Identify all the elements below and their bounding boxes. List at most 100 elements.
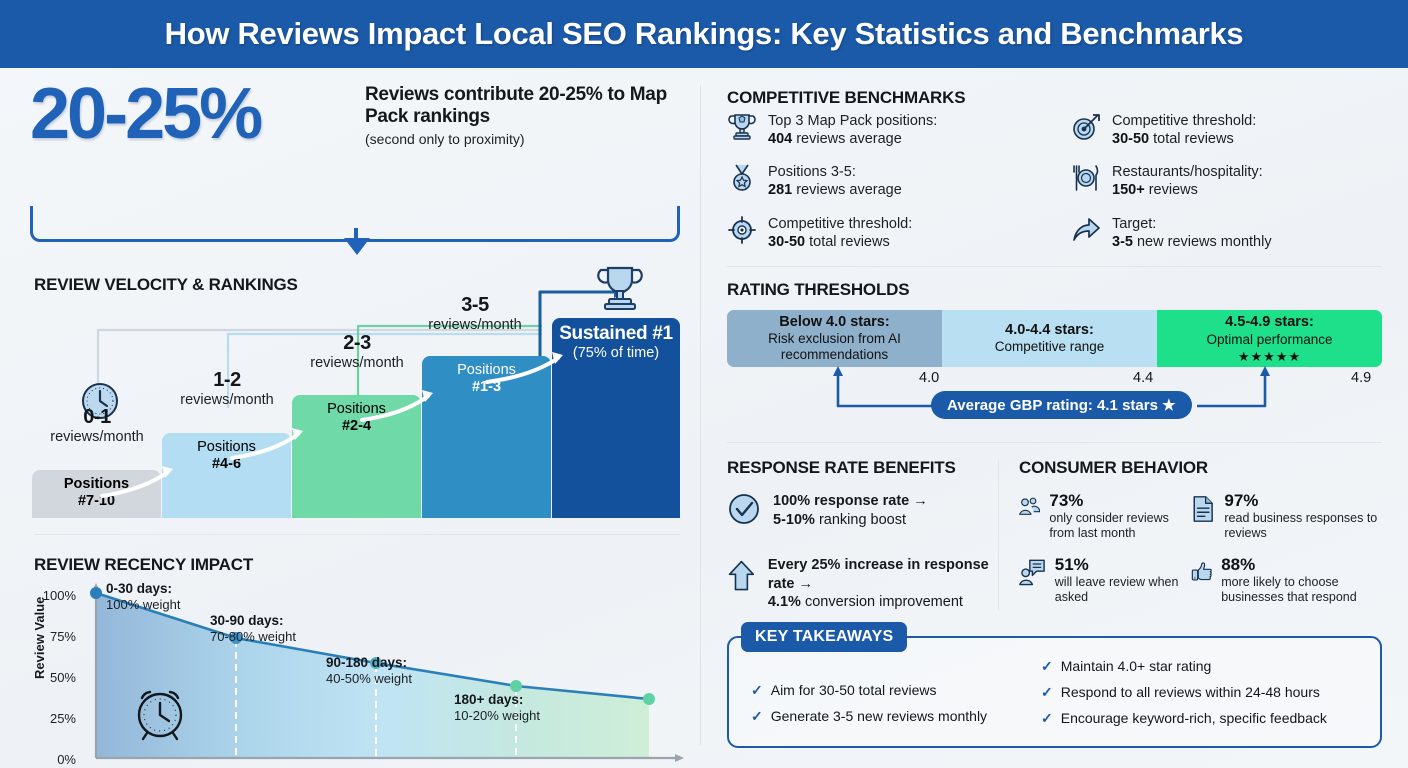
check-icon: ✓	[1041, 684, 1053, 700]
response-rest: conversion improvement	[800, 594, 963, 611]
rating-threshold-bar: Below 4.0 stars: Risk exclusion from AI …	[727, 310, 1382, 367]
check-icon: ✓	[751, 708, 763, 724]
hero-line1: Reviews contribute 20-25% to Map Pack ra…	[365, 84, 667, 128]
consumer-pct: 97%	[1224, 491, 1259, 510]
takeaway-text: Respond to all reviews within 24-48 hour…	[1060, 684, 1320, 700]
step-head-1: 1-2 reviews/month	[152, 369, 302, 408]
crosshair-icon	[728, 215, 756, 244]
step-pos-2: Positions #2-4	[327, 401, 386, 435]
step-head-3: 3-5 reviews/month	[400, 294, 550, 333]
check-icon: ✓	[1041, 658, 1053, 674]
benchmark-value: 30-50	[768, 233, 806, 250]
takeaway-text: Maintain 4.0+ star rating	[1060, 658, 1212, 674]
benchmark-text: Target: 3-5 new reviews monthly	[1112, 215, 1272, 251]
pt-title-1: 30-90 days:	[210, 613, 284, 628]
step-arrows	[100, 352, 563, 498]
point-annotation-2: 90-180 days: 40-50% weight	[326, 655, 412, 687]
response-title: RESPONSE RATE BENEFITS	[727, 458, 956, 477]
benchmark-value: 3-5	[1112, 233, 1133, 250]
people-icon	[1019, 497, 1041, 515]
response-item: Every 25% increase in response rate → 4.…	[727, 556, 997, 613]
pt-title-3: 180+ days:	[454, 692, 524, 707]
y-tick-0: 0%	[57, 752, 76, 767]
consumer-item-0: 73% only consider reviews from last mont…	[1019, 491, 1189, 542]
column-divider	[700, 85, 701, 745]
benchmarks-right-list: Competitive threshold: 30-50 total revie…	[1071, 112, 1391, 251]
response-list: 100% response rate → 5-10% ranking boost…	[727, 492, 997, 612]
rating-seg-desc-1: Competitive range	[994, 339, 1105, 355]
pt-detail-2: 40-50% weight	[326, 671, 412, 687]
takeaway-item: ✓ Respond to all reviews within 24-48 ho…	[1041, 684, 1371, 701]
bracket-stem	[354, 228, 358, 242]
takeaways-right-list: ✓ Maintain 4.0+ star rating ✓ Respond to…	[1041, 658, 1371, 727]
rating-segment-0: Below 4.0 stars: Risk exclusion from AI …	[727, 310, 942, 367]
key-takeaways-badge: KEY TAKEAWAYS	[741, 622, 908, 652]
benchmark-item: Positions 3-5: 281 reviews average	[727, 163, 1027, 199]
benchmark-rest: new reviews monthly	[1132, 233, 1272, 250]
step-unit-0: reviews/month	[50, 429, 144, 445]
sustained-title: Sustained #1	[559, 323, 673, 344]
takeaway-text: Encourage keyword-rich, specific feedbac…	[1060, 710, 1327, 726]
up-arrow-icon	[728, 560, 755, 591]
step-pos-label-2: Positions	[327, 401, 386, 417]
consumer-item-3: 88% more likely to choose businesses tha…	[1191, 555, 1391, 606]
consumer-item-2: 51% will leave review when asked	[1019, 555, 1189, 606]
step-unit-2: reviews/month	[310, 355, 404, 371]
rating-seg-desc-2: Optimal performance	[1206, 331, 1333, 347]
benchmark-item: Target: 3-5 new reviews monthly	[1071, 215, 1391, 251]
rating-segment-1: 4.0-4.4 stars: Competitive range	[942, 310, 1157, 367]
benchmark-rest: reviews average	[792, 182, 902, 199]
rating-title: RATING THRESHOLDS	[727, 280, 910, 299]
step-pos-label-3: Positions	[457, 362, 516, 378]
check-icon: ✓	[1041, 710, 1053, 726]
benchmarks-left-list: Top 3 Map Pack positions: 404 reviews av…	[727, 112, 1027, 251]
rating-seg-title-2: 4.5-4.9 stars:	[1225, 314, 1314, 331]
consumer-desc: only consider reviews from last month	[1049, 510, 1169, 541]
benchmark-text: Restaurants/hospitality: 150+ reviews	[1112, 163, 1263, 199]
step-rate-0: 0-1	[83, 406, 111, 428]
cutlery-icon	[1073, 165, 1099, 192]
benchmark-text: Competitive threshold: 30-50 total revie…	[768, 215, 912, 251]
alarm-clock-icon	[137, 690, 183, 741]
hero-text: Reviews contribute 20-25% to Map Pack ra…	[365, 84, 685, 147]
response-rest: ranking boost	[814, 511, 907, 528]
consumer-pct: 51%	[1054, 555, 1089, 574]
trophy-icon	[597, 266, 643, 310]
right-column: COMPETITIVE BENCHMARKS Top 3 Map Pack po…	[701, 68, 1408, 768]
step-pos-label-0: Positions	[63, 476, 130, 492]
check-icon: ✓	[751, 682, 763, 698]
hero-line2: (second only to proximity)	[365, 131, 525, 148]
benchmark-value: 281	[768, 182, 793, 199]
trophy-icon	[728, 114, 756, 140]
rating-stars: ★★★★★	[1237, 348, 1302, 364]
pt-detail-3: 10-20% weight	[454, 708, 540, 724]
benchmark-item: Top 3 Map Pack positions: 404 reviews av…	[727, 112, 1027, 148]
pt-title-0: 0-30 days:	[106, 581, 173, 596]
takeaway-item: ✓ Aim for 30-50 total reviews	[751, 682, 1051, 699]
benchmark-value: 150+	[1112, 182, 1145, 199]
response-value: 5-10%	[773, 511, 815, 528]
rating-seg-desc-0: Risk exclusion from AI recommendations	[768, 331, 901, 363]
benchmark-item: Competitive threshold: 30-50 total revie…	[1071, 112, 1391, 148]
takeaway-item: ✓ Maintain 4.0+ star rating	[1041, 658, 1371, 675]
sep-1	[727, 266, 1382, 267]
key-takeaways-panel: KEY TAKEAWAYS ✓ Aim for 30-50 total revi…	[727, 622, 1382, 748]
benchmark-text: Positions 3-5: 281 reviews average	[768, 163, 902, 199]
velocity-step-chart: Positions #7-10 Positions #4-6 Positions…	[32, 308, 680, 518]
sep-2	[727, 442, 1382, 443]
thumbs-up-icon	[1191, 562, 1212, 581]
benchmark-line1: Restaurants/hospitality:	[1112, 164, 1263, 181]
step-rate-1: 1-2	[213, 369, 241, 391]
document-icon	[1193, 496, 1213, 522]
consumer-pct: 88%	[1221, 555, 1256, 574]
pt-title-2: 90-180 days:	[326, 655, 408, 670]
response-value: 4.1%	[767, 594, 801, 611]
pt-detail-1: 70-80% weight	[210, 629, 296, 645]
response-text: 100% response rate → 5-10% ranking boost	[773, 492, 928, 530]
point-annotation-3: 180+ days: 10-20% weight	[454, 692, 540, 724]
recency-section-title: REVIEW RECENCY IMPACT	[34, 555, 254, 574]
step-bar-4: Sustained #1 (75% of time)	[552, 318, 680, 518]
rating-segment-2: 4.5-4.9 stars: Optimal performance ★★★★★	[1157, 310, 1382, 367]
share-arrow-icon	[1073, 217, 1100, 241]
clock-icon	[82, 383, 118, 419]
